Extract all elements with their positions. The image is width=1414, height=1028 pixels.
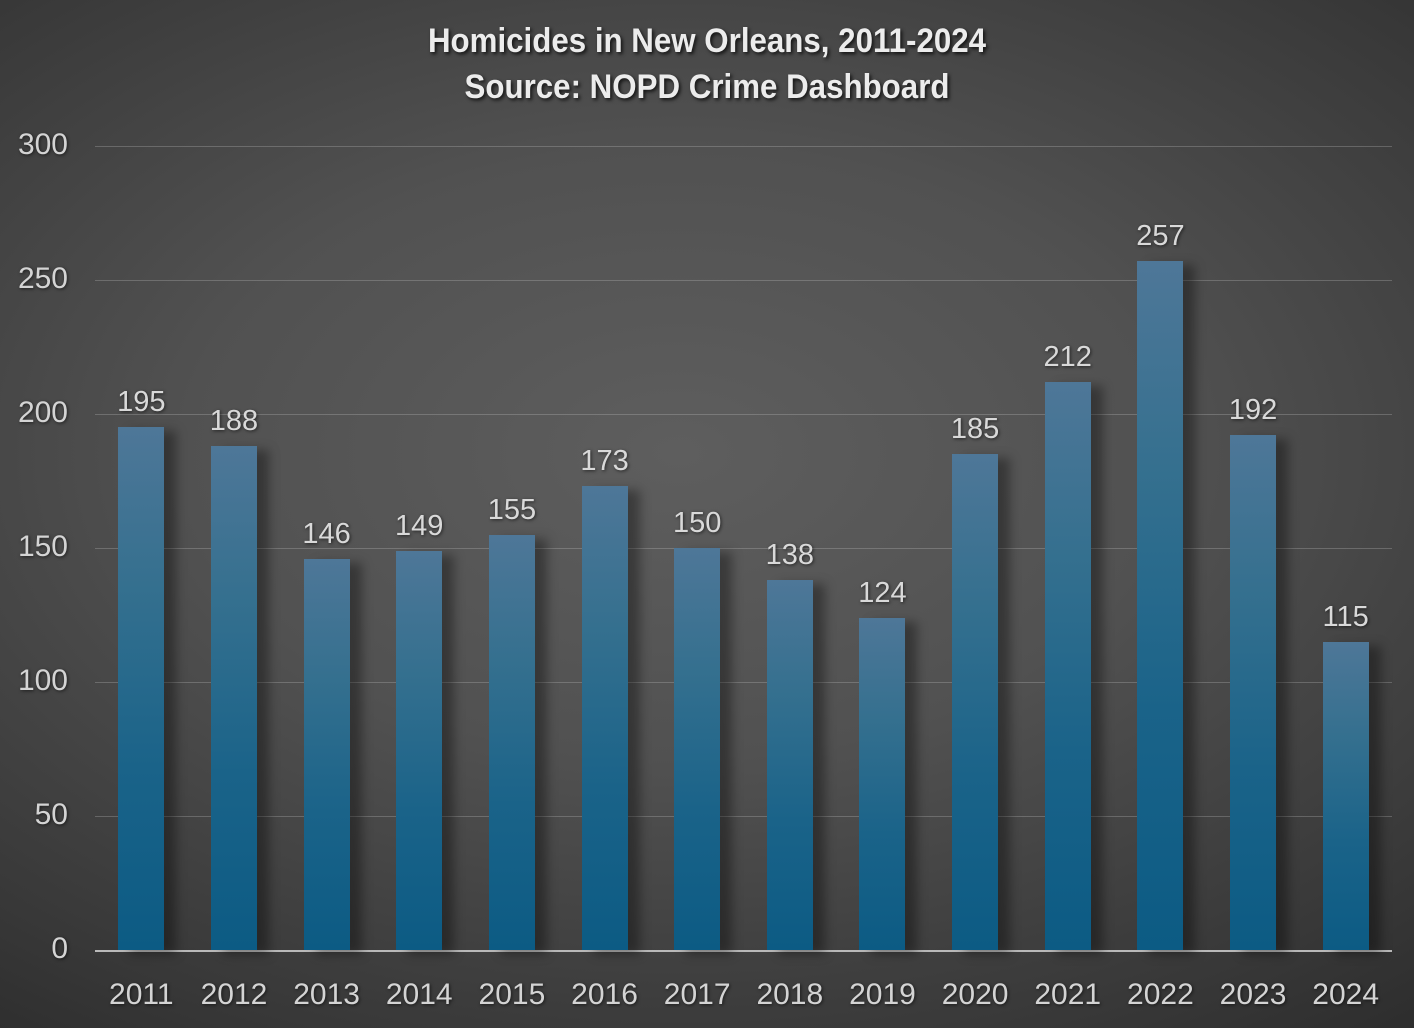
bar-value-label: 146 [302,517,351,550]
bar-value-label: 155 [487,493,537,526]
x-tick-label: 2013 [293,978,360,1011]
y-axis: 0 50 100 150 200 250 300 [0,128,68,965]
bar [1044,381,1091,950]
bar-value-label: 188 [209,405,259,438]
gridline [95,145,1392,147]
x-tick-label: 2018 [756,978,824,1011]
bar [766,580,813,950]
bar [674,548,721,950]
bar-value-label: 124 [858,576,907,609]
bar-value-label: 195 [117,386,166,419]
y-tick-label: 100 [17,664,68,697]
x-tick-label: 2014 [385,978,453,1011]
bar-value-label: 257 [1136,220,1185,253]
bar-value-label: 149 [395,509,444,542]
x-tick-label: 2022 [1127,978,1194,1011]
gridline [95,547,1392,549]
bar [396,550,443,950]
bar [1230,435,1277,950]
plot-area: 195 188 146 149 155 173 150 138 124 185 212 257 192 1… [95,145,1392,952]
x-tick-label: 2012 [200,978,268,1011]
chart-title-block: Homicides in New Orleans, 2011-2024 Sour… [0,18,1414,110]
bar [952,454,999,950]
x-tick-label: 2017 [663,978,731,1011]
axis-line [95,950,1392,952]
gridline [95,681,1392,683]
y-tick-label: 300 [17,128,68,161]
chart-title: Homicides in New Orleans, 2011-2024 [427,22,987,60]
x-tick-label: 2015 [478,978,546,1011]
bar [1137,261,1184,950]
bar-value-label: 138 [765,539,814,572]
bar [118,427,165,950]
gridline [95,279,1392,281]
gridline [95,815,1392,817]
x-tick-label: 2019 [849,978,916,1011]
chart-subtitle: Source: NOPD Crime Dashboard [464,68,950,106]
x-tick-label: 2016 [571,978,638,1011]
gridline [95,413,1392,415]
bar [488,534,535,950]
y-tick-label: 150 [17,530,68,563]
bar [859,617,906,950]
bar-value-label: 192 [1228,394,1278,427]
bar [1322,641,1369,950]
bar-value-label: 212 [1043,340,1092,373]
x-tick-label: 2020 [941,978,1009,1011]
y-tick-label: 200 [17,396,68,429]
y-tick-label: 250 [17,262,68,295]
bar [303,558,350,950]
bar-value-label: 173 [580,445,629,478]
bar-value-label: 150 [672,507,722,539]
x-tick-label: 2024 [1312,978,1380,1011]
y-tick-label: 0 [51,932,68,965]
x-tick-label: 2023 [1219,978,1287,1011]
bar-value-label: 185 [950,413,1000,446]
bar-value-label: 115 [1322,600,1369,633]
bar [210,446,257,950]
x-axis: 2011 2012 2013 2014 2015 2016 2017 2018 2019 2020… [95,978,1392,1018]
y-tick-label: 50 [34,798,68,831]
x-tick-label: 2021 [1034,978,1102,1011]
x-tick-label: 2011 [109,978,174,1011]
bar [581,486,628,950]
